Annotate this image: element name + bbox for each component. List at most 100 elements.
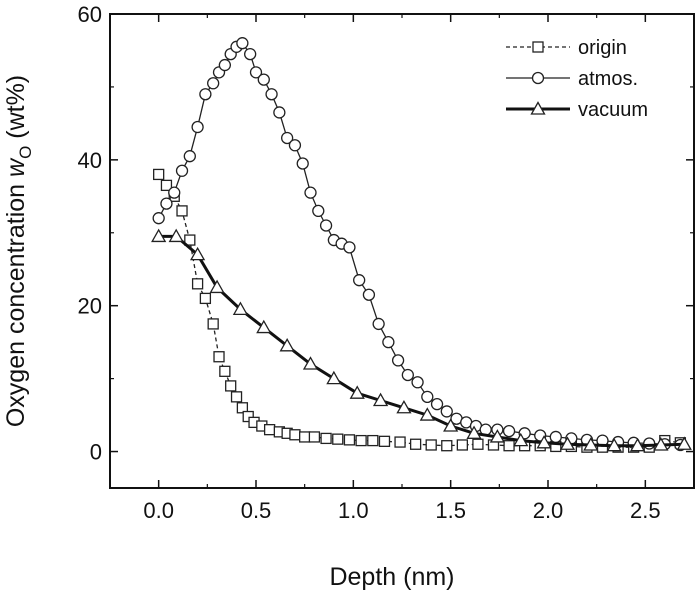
square-marker: [289, 429, 301, 441]
legend-square-marker: [532, 41, 544, 53]
circle-marker: [401, 368, 414, 382]
square-marker: [320, 432, 332, 445]
circle-marker: [175, 164, 189, 177]
circle-marker: [353, 274, 366, 287]
circle-marker: [430, 397, 444, 411]
y-axis-label-symbol: w: [2, 157, 30, 177]
circle-marker: [183, 150, 196, 163]
square-marker: [153, 168, 165, 181]
legend: origin atmos. vacuum: [506, 37, 648, 121]
circle-marker: [440, 405, 453, 418]
circle-marker: [372, 317, 385, 331]
square-marker: [242, 410, 254, 423]
x-tick-label: 2.5: [630, 498, 661, 523]
square-marker: [472, 438, 484, 450]
circle-marker: [199, 88, 212, 101]
series-vacuum: [151, 228, 692, 452]
y-tick-label: 0: [90, 440, 102, 465]
triangle-marker: [168, 228, 184, 243]
square-marker: [230, 391, 243, 403]
square-marker: [184, 234, 196, 246]
square-marker: [409, 438, 422, 450]
circle-marker: [549, 430, 562, 444]
legend-triangle-marker: [530, 101, 546, 115]
square-marker: [441, 440, 453, 452]
triangle-marker: [279, 337, 295, 352]
square-marker: [207, 318, 219, 330]
triangle-marker: [189, 246, 206, 261]
legend-circle-marker: [531, 71, 545, 85]
x-axis-label: Depth (nm): [329, 563, 454, 591]
square-marker: [225, 380, 237, 392]
triangle-marker: [326, 370, 342, 385]
triangle-marker: [606, 437, 622, 452]
circle-marker: [249, 66, 263, 79]
legend-item: vacuum: [506, 99, 648, 121]
circle-marker: [257, 73, 270, 86]
series-atmos: [152, 37, 687, 452]
x-tick-label: 0.0: [143, 498, 174, 523]
triangle-marker: [676, 436, 692, 450]
square-marker: [160, 179, 173, 192]
circle-marker: [191, 120, 204, 134]
triangle-marker: [583, 437, 599, 451]
triangle-marker: [513, 432, 529, 447]
circle-marker: [160, 197, 173, 210]
legend-label: origin: [578, 37, 627, 59]
x-tick-label: 0.5: [241, 498, 272, 523]
x-tick-label: 1.0: [338, 498, 369, 523]
circle-marker: [319, 219, 333, 232]
ticks-layer: 0.0 0.5 1.0 1.5 2.0 2.5 0 20 40 60: [78, 2, 694, 523]
circle-marker: [236, 37, 249, 50]
triangle-marker: [396, 399, 412, 414]
circle-marker: [382, 336, 395, 349]
legend-label: atmos.: [578, 68, 638, 90]
square-marker: [191, 278, 204, 290]
series-layer: [151, 37, 692, 453]
square-marker: [503, 440, 515, 452]
square-marker: [219, 365, 231, 377]
triangle-marker: [372, 392, 389, 407]
square-marker: [378, 435, 391, 447]
square-marker: [343, 434, 356, 446]
x-tick-label: 2.0: [533, 498, 564, 523]
legend-label: vacuum: [578, 99, 648, 121]
y-axis-label-main: Oxygen concentration: [2, 177, 30, 427]
square-marker: [263, 424, 276, 436]
triangle-marker: [536, 434, 552, 449]
circle-marker: [304, 186, 317, 199]
circle-marker: [218, 58, 232, 72]
square-marker: [425, 439, 437, 451]
circle-marker: [207, 77, 220, 90]
circle-marker: [362, 288, 376, 301]
triangle-marker: [256, 319, 272, 334]
circle-marker: [391, 354, 405, 367]
circle-marker: [343, 241, 356, 254]
y-axis-label: Oxygen concentration wO (wt%): [2, 75, 35, 427]
square-marker: [213, 351, 225, 363]
circle-marker: [265, 88, 278, 101]
square-marker: [236, 402, 249, 414]
square-marker: [176, 205, 188, 217]
triangle-marker: [302, 356, 319, 370]
legend-item: origin: [506, 37, 627, 59]
triangle-marker: [232, 301, 249, 315]
triangle-marker: [209, 279, 225, 294]
square-marker: [332, 433, 344, 445]
y-tick-label: 20: [78, 294, 102, 319]
circle-marker: [288, 139, 302, 152]
triangle-marker: [349, 385, 365, 399]
triangle-marker: [629, 437, 646, 452]
square-marker: [199, 292, 212, 305]
x-tick-label: 1.5: [435, 498, 466, 523]
series-line: [158, 174, 681, 448]
circle-marker: [168, 186, 181, 199]
y-axis-label-subscript: O: [16, 146, 35, 159]
circle-marker: [502, 424, 516, 438]
circle-marker: [411, 376, 424, 389]
circle-marker: [273, 106, 286, 119]
y-axis-label-unit: (wt%): [2, 75, 30, 146]
circle-marker: [421, 390, 434, 403]
